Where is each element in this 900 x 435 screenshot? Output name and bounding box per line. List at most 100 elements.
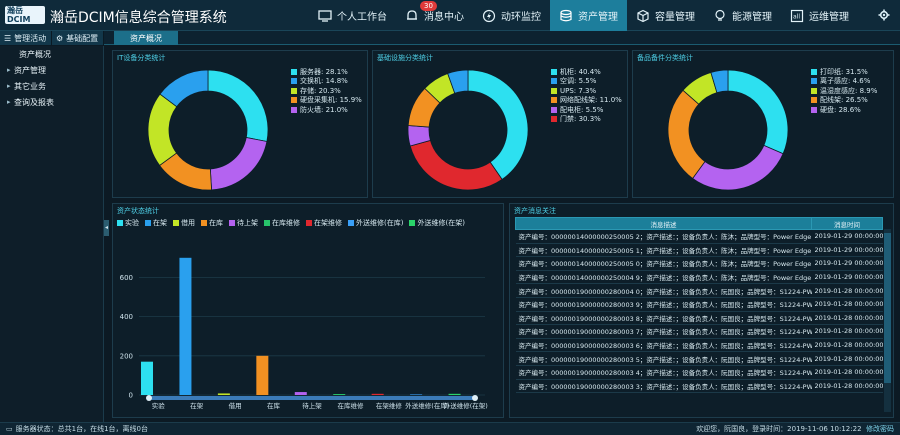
table-row[interactable]: 资产编号：00000014000000250005 0；资产描述：；设备负责人：…: [515, 256, 883, 271]
status-legend-item[interactable]: 外送维修(在库): [348, 218, 403, 228]
legend-item: 交换机: 14.8%: [291, 77, 362, 87]
table-row[interactable]: 资产编号：00000019000000280003 9；资产描述：；设备负责人：…: [515, 297, 883, 312]
status-legend-item[interactable]: 借用: [173, 218, 195, 228]
zoom-slider[interactable]: [149, 396, 475, 400]
zoom-handle-left[interactable]: [146, 395, 152, 401]
donut-title: 基础设施分类统计: [377, 54, 433, 62]
legend-label: 机柜: 40.4%: [560, 67, 601, 76]
nav-item-3[interactable]: 资产管理: [550, 0, 627, 31]
legend-label: 待上架: [237, 219, 258, 227]
nav-label: 能源管理: [732, 12, 772, 23]
message-description: 资产编号：00000014000000250004 9；资产描述：；设备负责人：…: [515, 270, 812, 285]
collapse-sidebar-button[interactable]: ◂: [104, 220, 109, 236]
nav-item-5[interactable]: 能源管理: [704, 0, 781, 31]
table-row[interactable]: 资产编号：00000019000000280003 7；资产描述：；设备负责人：…: [515, 324, 883, 339]
status-legend-item[interactable]: 在架维修: [306, 218, 342, 228]
message-time: 2019-01-28 00:00:00: [811, 324, 883, 339]
bar[interactable]: [294, 392, 307, 395]
nav-item-6[interactable]: all 运维管理: [781, 0, 858, 31]
legend-label: 实验: [125, 219, 139, 227]
legend-item: 离子感应: 4.6%: [811, 77, 877, 87]
status-legend: 实验 在架 借用 在库 待上架 在库维修 在架维修 外送维修(在库) 外送维修(在架): [117, 218, 465, 228]
bar[interactable]: [448, 393, 461, 395]
donut-slice: [710, 69, 729, 94]
sidebar-item-3[interactable]: ▸ 查询及报表: [0, 94, 103, 110]
caret-right-icon: ▸: [7, 82, 11, 90]
message-description: 资产编号：00000019000000280003 3；资产描述：；设备负责人：…: [515, 379, 812, 394]
message-time: 2019-01-29 00:00:00: [811, 256, 883, 271]
status-legend-item[interactable]: 在架: [145, 218, 167, 228]
zoom-handle-right[interactable]: [472, 395, 478, 401]
sidebar-item-1[interactable]: ▸ 资产管理: [0, 62, 103, 78]
nav-item-4[interactable]: 容量管理: [627, 0, 704, 31]
table-row[interactable]: 资产编号：00000019000000280003 4；资产描述：；设备负责人：…: [515, 365, 883, 380]
nav-item-0[interactable]: 个人工作台: [309, 0, 396, 31]
donut-legend: 打印纸: 31.5% 离子感应: 4.6% 温湿度感应: 8.9% 配线架: 26.5…: [811, 67, 877, 115]
table-row[interactable]: 资产编号：00000019000000280004 0；资产描述：；设备负责人：…: [515, 283, 883, 298]
legend-swatch: [551, 68, 557, 75]
table-row[interactable]: 资产编号：00000014000000250005 2；资产描述：；设备负责人：…: [515, 229, 883, 244]
server-status: 服务器状态：总共1台，在线1台，离线0台: [15, 425, 148, 433]
message-time: 2019-01-28 00:00:00: [811, 297, 883, 312]
col-description: 消息描述: [515, 217, 812, 230]
message-description: 资产编号：00000019000000280003 5；资产描述：；设备负责人：…: [515, 351, 812, 366]
table-row[interactable]: 资产编号：00000019000000280003 3；资产描述：；设备负责人：…: [515, 379, 883, 394]
bar[interactable]: [141, 361, 153, 395]
legend-item: 空调: 5.5%: [551, 77, 622, 87]
status-legend-item[interactable]: 外送维修(在架): [409, 218, 465, 228]
table-row[interactable]: 资产编号：00000014000000250004 9；资产描述：；设备负责人：…: [515, 270, 883, 285]
server-icon: ▭: [6, 425, 13, 433]
gear-icon[interactable]: [878, 9, 890, 21]
bar[interactable]: [371, 393, 384, 395]
list-icon: ☰: [4, 33, 12, 43]
legend-label: 门禁: 30.3%: [560, 115, 601, 124]
app-title: 瀚岳DCIM信息综合管理系统: [50, 10, 227, 26]
messages-panel: 资产消息关注 消息描述 消息时间 资产编号：000000140000002500…: [509, 203, 894, 418]
nav-item-2[interactable]: 动环监控: [473, 0, 550, 31]
legend-swatch: [811, 68, 817, 75]
status-legend-item[interactable]: 在库维修: [264, 218, 300, 228]
legend-label: 在库: [209, 219, 223, 227]
status-legend-item[interactable]: 实验: [117, 218, 139, 228]
tab-config[interactable]: ⚙ 基础配置: [52, 31, 104, 45]
status-legend-item[interactable]: 待上架: [229, 218, 258, 228]
legend-item: 硬盘: 28.6%: [811, 105, 877, 115]
bar[interactable]: [410, 394, 423, 395]
bar[interactable]: [217, 393, 230, 395]
legend-swatch: [264, 220, 270, 226]
message-description: 资产编号：00000014000000250005 0；资产描述：；设备负责人：…: [515, 256, 812, 271]
message-description: 资产编号：00000019000000280003 7；资产描述：；设备负责人：…: [515, 324, 812, 339]
nav-item-1[interactable]: 消息中心 30: [396, 0, 473, 31]
legend-item: 机柜: 40.4%: [551, 67, 622, 77]
donut-slice: [409, 139, 503, 191]
table-row[interactable]: 资产编号：00000019000000280003 6；资产描述：；设备负责人：…: [515, 338, 883, 353]
donut-slice: [159, 69, 209, 108]
message-count-badge: 30: [420, 1, 437, 11]
table-row[interactable]: 资产编号：00000014000000250005 1；资产描述：；设备负责人：…: [515, 243, 883, 258]
donut-slice: [207, 69, 269, 142]
tab-asset-overview[interactable]: 资产概况: [114, 31, 178, 45]
bar[interactable]: [333, 394, 346, 395]
legend-label: 在库维修: [272, 219, 300, 227]
sidebar-item-2[interactable]: ▸ 其它业务: [0, 78, 103, 94]
table-row[interactable]: 资产编号：00000019000000280003 8；资产描述：；设备负责人：…: [515, 311, 883, 326]
messages-title: 资产消息关注: [514, 207, 556, 215]
bar[interactable]: [179, 257, 192, 395]
legend-label: 防火墙: 21.0%: [300, 105, 348, 114]
sidebar-item-label: 资产概况: [19, 49, 51, 59]
status-legend-item[interactable]: 在库: [201, 218, 223, 228]
legend-label: 网络配线架: 11.0%: [560, 96, 622, 105]
legend-swatch: [291, 87, 297, 94]
bar[interactable]: [256, 355, 269, 395]
sidebar-item-0[interactable]: 资产概况: [0, 46, 103, 62]
message-time: 2019-01-28 00:00:00: [811, 283, 883, 298]
change-password-link[interactable]: 修改密码: [866, 425, 894, 433]
legend-swatch: [551, 97, 557, 104]
legend-item: 配电柜: 5.5%: [551, 105, 622, 115]
legend-swatch: [551, 87, 557, 94]
table-row[interactable]: 资产编号：00000019000000280003 5；资产描述：；设备负责人：…: [515, 351, 883, 366]
donut-slice: [727, 69, 789, 155]
messages-scrollbar[interactable]: [884, 229, 891, 412]
legend-swatch: [306, 220, 312, 226]
tab-management[interactable]: ☰ 管理活动: [0, 31, 52, 45]
